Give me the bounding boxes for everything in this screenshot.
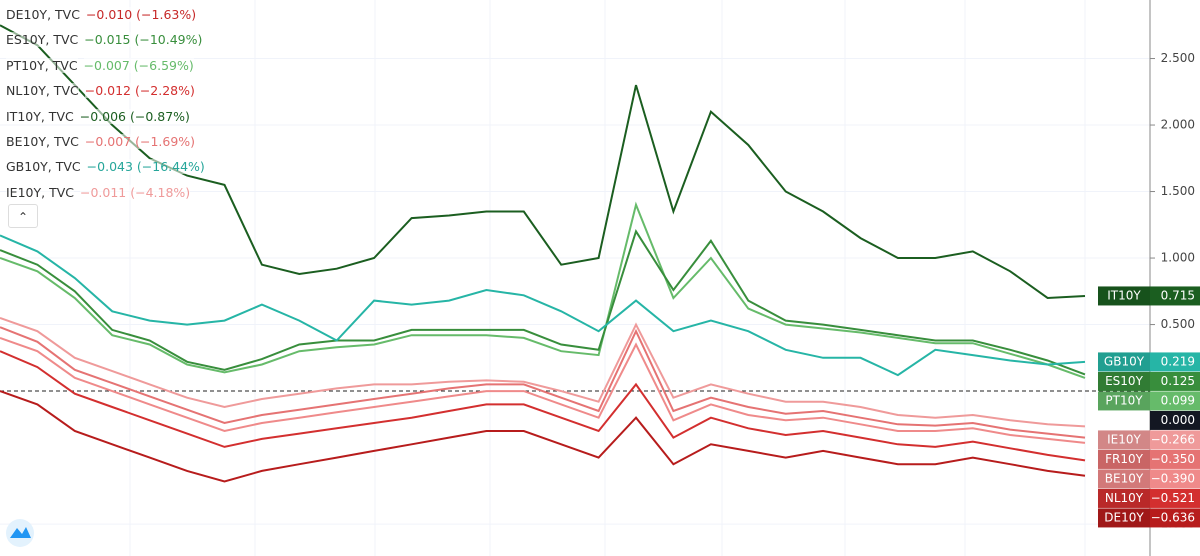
legend-item[interactable]: ES10Y, TVC −0.015 (−10.49%) (6, 27, 205, 52)
y-tick-label: 1.500 (1161, 184, 1195, 198)
legend: DE10Y, TVC −0.010 (−1.63%) ES10Y, TVC −0.01… (6, 2, 205, 205)
legend-change: −0.043 (−16.44%) (86, 159, 205, 175)
end-label-name: IE10Y (1107, 432, 1141, 446)
end-label-name-bg (1098, 508, 1150, 528)
zero-label-bg (1150, 410, 1200, 430)
legend-item[interactable]: IE10Y, TVC −0.011 (−4.18%) (6, 180, 205, 205)
legend-label: IE10Y, TVC (6, 184, 74, 200)
legend-label: BE10Y, TVC (6, 133, 79, 149)
end-label-name-bg (1098, 449, 1150, 469)
end-label-value: −0.350 (1151, 452, 1195, 466)
legend-change: −0.011 (−4.18%) (80, 184, 191, 200)
end-label-bg (1098, 352, 1200, 372)
end-label-name: DE10Y (1104, 510, 1144, 524)
end-label-bg (1098, 488, 1200, 508)
tv-logo (6, 519, 34, 547)
end-label-bg (1098, 508, 1200, 528)
zero-label: 0.000 (1161, 413, 1195, 427)
end-label-name-bg (1098, 352, 1150, 372)
collapse-legend-button[interactable]: ⌃ (8, 204, 38, 228)
logo-mark (10, 527, 31, 538)
end-label-name-bg (1098, 371, 1150, 391)
series-line (0, 390, 1086, 483)
series-line (0, 316, 1086, 428)
end-label-value: 0.219 (1161, 354, 1195, 368)
legend-label: IT10Y, TVC (6, 108, 74, 124)
y-tick-label: 1.000 (1161, 251, 1195, 265)
y-tick-label: 0.500 (1161, 317, 1195, 331)
series-line (0, 326, 1086, 439)
legend-item[interactable]: NL10Y, TVC −0.012 (−2.28%) (6, 78, 205, 103)
end-label-bg (1098, 286, 1200, 306)
legend-label: DE10Y, TVC (6, 7, 80, 22)
end-label-value: −0.521 (1151, 491, 1195, 505)
legend-label: GB10Y, TVC (6, 159, 81, 175)
end-label-bg (1098, 449, 1200, 469)
end-label-bg (1098, 371, 1200, 391)
end-label-name-bg (1098, 488, 1150, 508)
end-label-value: −0.636 (1151, 510, 1195, 524)
end-label-name: ES10Y (1105, 374, 1143, 388)
end-label-name-bg (1098, 469, 1150, 489)
end-label-name-bg (1098, 430, 1150, 450)
time-grid (0, 0, 1150, 556)
end-label-name: IT10Y (1107, 288, 1141, 302)
legend-change: −0.015 (−10.49%) (84, 32, 203, 48)
end-label-bg (1098, 469, 1200, 489)
series-line (0, 350, 1086, 462)
legend-item[interactable]: GB10Y, TVC −0.043 (−16.44%) (6, 154, 205, 179)
y-tick-label: 2.500 (1161, 51, 1195, 65)
end-label-value: 0.099 (1161, 393, 1195, 407)
end-label-name: PT10Y (1105, 393, 1143, 407)
end-label-value: −0.390 (1151, 471, 1195, 485)
end-label-bg (1098, 430, 1200, 450)
series-line (0, 229, 1086, 376)
end-label-value: 0.125 (1161, 374, 1195, 388)
y-tick-label: 2.000 (1161, 118, 1195, 132)
legend-change: −0.006 (−0.87%) (79, 108, 190, 124)
end-label-value: 0.715 (1161, 288, 1195, 302)
legend-item[interactable]: DE10Y, TVC −0.010 (−1.63%) (6, 2, 205, 27)
series-line (0, 234, 1086, 377)
legend-label: NL10Y, TVC (6, 83, 79, 99)
end-label-name: GB10Y (1104, 354, 1145, 368)
series-line (0, 336, 1086, 444)
end-label-value: −0.266 (1151, 432, 1195, 446)
series-line (0, 201, 1086, 379)
legend-change: −0.012 (−2.28%) (84, 83, 195, 99)
legend-item[interactable]: PT10Y, TVC −0.007 (−6.59%) (6, 53, 205, 78)
end-label-name-bg (1098, 286, 1150, 306)
end-label-name: BE10Y (1105, 471, 1144, 485)
end-label-name-bg (1098, 391, 1150, 411)
legend-change: −0.007 (−1.69%) (84, 133, 196, 149)
legend-change: −0.010 (−1.63%) (85, 7, 197, 22)
legend-label: ES10Y, TVC (6, 32, 79, 48)
end-label-bg (1098, 391, 1200, 411)
legend-item[interactable]: IT10Y, TVC −0.006 (−0.87%) (6, 104, 205, 129)
end-label-name: FR10Y (1105, 452, 1144, 466)
legend-change: −0.007 (−6.59%) (83, 57, 194, 73)
legend-label: PT10Y, TVC (6, 57, 78, 73)
legend-item[interactable]: BE10Y, TVC −0.007 (−1.69%) (6, 129, 205, 154)
end-label-name: NL10Y (1105, 491, 1144, 505)
